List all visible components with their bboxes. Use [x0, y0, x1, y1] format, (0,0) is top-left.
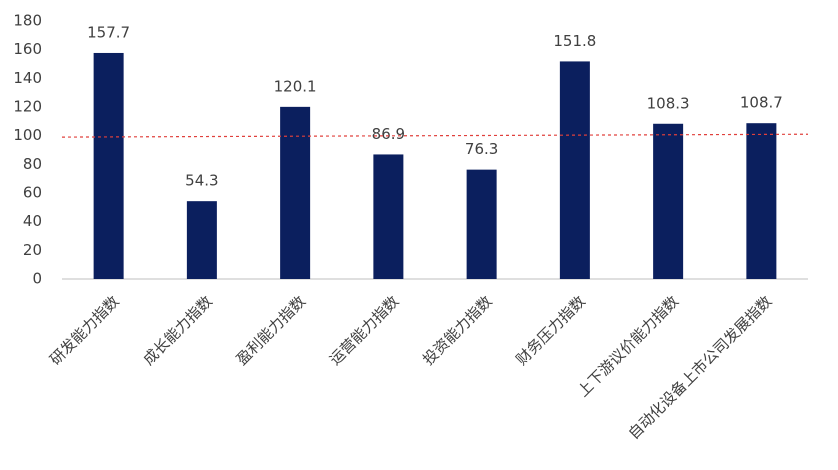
y-tick-label: 0 [32, 270, 42, 288]
value-label: 76.3 [465, 140, 498, 158]
bar [373, 154, 404, 279]
y-tick-label: 140 [13, 69, 42, 87]
value-label: 108.7 [740, 94, 783, 112]
value-label: 151.8 [553, 32, 596, 50]
value-label: 86.9 [372, 125, 405, 143]
value-label: 157.7 [87, 23, 130, 41]
value-label: 120.1 [274, 77, 317, 95]
bar [280, 106, 311, 280]
x-tick-label: 上下游议价能力指数 [574, 292, 682, 400]
x-tick-label: 运营能力指数 [326, 292, 402, 368]
bar [93, 52, 124, 279]
y-tick-label: 160 [13, 40, 42, 58]
bar [186, 201, 217, 279]
y-tick-label: 120 [13, 98, 42, 116]
bar [559, 61, 590, 279]
value-label: 108.3 [647, 94, 690, 112]
y-tick-label: 40 [23, 212, 42, 230]
value-label: 54.3 [185, 172, 218, 190]
reference-line [61, 133, 809, 138]
y-tick-label: 60 [23, 184, 42, 202]
x-tick-label: 投资能力指数 [419, 292, 495, 368]
bar [653, 123, 684, 280]
x-tick-label: 财务压力指数 [513, 292, 589, 368]
y-tick-label: 20 [23, 241, 42, 259]
y-tick-label: 80 [23, 155, 42, 173]
y-tick-label: 100 [13, 126, 42, 144]
x-tick-label: 成长能力指数 [140, 292, 216, 368]
x-tick-label: 盈利能力指数 [233, 292, 309, 368]
bar [466, 169, 497, 279]
bar [746, 123, 777, 280]
x-tick-label: 研发能力指数 [46, 292, 122, 368]
y-tick-label: 180 [13, 12, 42, 30]
